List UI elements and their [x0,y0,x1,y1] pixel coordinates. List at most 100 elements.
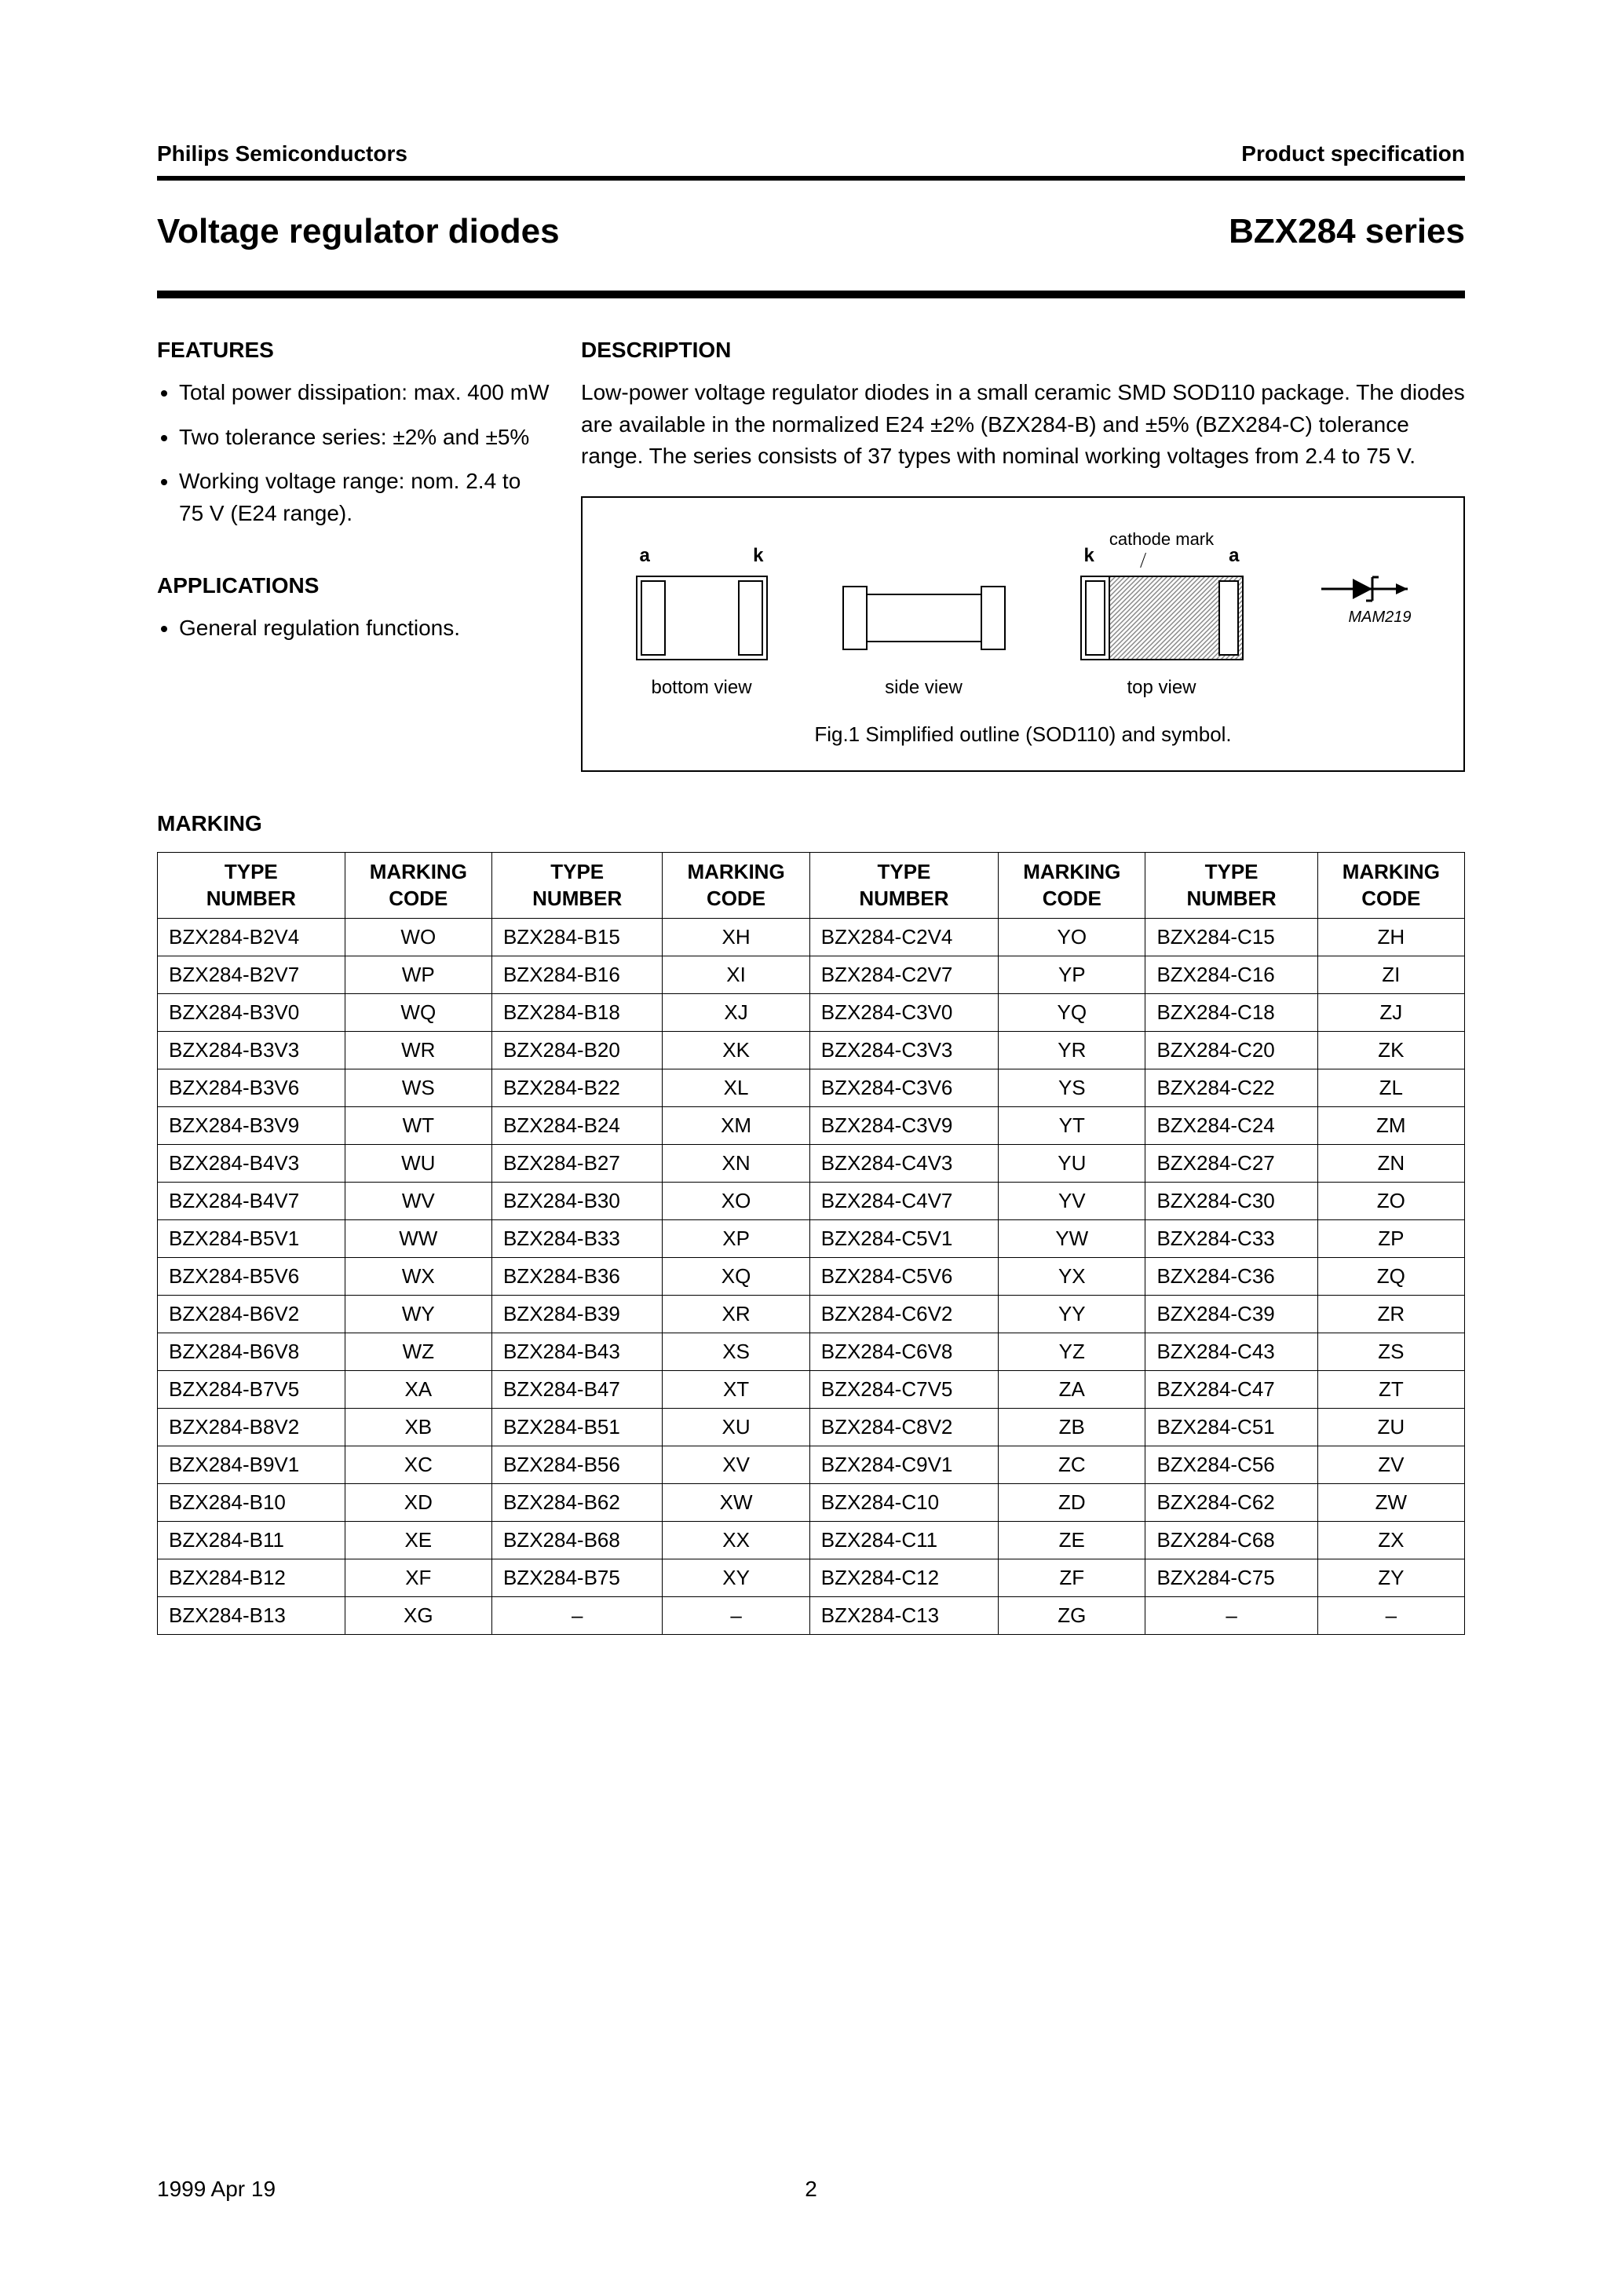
type-number-cell: BZX284-B3V6 [158,1069,345,1107]
marking-code-cell: WQ [345,994,491,1032]
applications-heading: APPLICATIONS [157,573,550,598]
type-number-cell: BZX284-B6V2 [158,1296,345,1333]
top-view-label: top view [1080,677,1244,699]
application-item: General regulation functions. [179,612,550,645]
marking-code-cell: XR [663,1296,809,1333]
marking-code-cell: ZX [1317,1522,1464,1559]
marking-code-cell: XA [345,1371,491,1409]
table-row: BZX284-B5V1WWBZX284-B33XPBZX284-C5V1YWBZ… [158,1220,1465,1258]
figure-caption: Fig.1 Simplified outline (SOD110) and sy… [606,722,1440,747]
marking-code-cell: XL [663,1069,809,1107]
type-number-cell: BZX284-C6V8 [809,1333,998,1371]
terminal-a: a [640,545,650,567]
description-heading: DESCRIPTION [581,338,1465,363]
type-number-cell: BZX284-C16 [1145,956,1317,994]
marking-code-cell: XW [663,1484,809,1522]
type-number-cell: – [491,1597,662,1635]
marking-code-cell: ZC [999,1446,1145,1484]
type-number-cell: BZX284-C10 [809,1484,998,1522]
marking-code-cell: XU [663,1409,809,1446]
type-number-cell: BZX284-B12 [158,1559,345,1597]
type-number-cell: BZX284-B51 [491,1409,662,1446]
marking-code-cell: ZL [1317,1069,1464,1107]
table-header: TYPENUMBER [491,852,662,919]
marking-code-cell: WV [345,1183,491,1220]
type-number-cell: BZX284-C5V1 [809,1220,998,1258]
marking-code-cell: ZA [999,1371,1145,1409]
mam-code: MAM219 [1317,609,1412,627]
type-number-cell: BZX284-B33 [491,1220,662,1258]
type-number-cell: BZX284-B8V2 [158,1409,345,1446]
type-number-cell: BZX284-B47 [491,1371,662,1409]
marking-code-cell: YS [999,1069,1145,1107]
table-row: BZX284-B3V9WTBZX284-B24XMBZX284-C3V9YTBZ… [158,1107,1465,1145]
table-row: BZX284-B3V3WRBZX284-B20XKBZX284-C3V3YRBZ… [158,1032,1465,1069]
side-view-svg [842,575,1006,661]
table-header: TYPENUMBER [809,852,998,919]
marking-code-cell: ZW [1317,1484,1464,1522]
type-number-cell: BZX284-C20 [1145,1032,1317,1069]
type-number-cell: BZX284-C68 [1145,1522,1317,1559]
type-number-cell: BZX284-C3V3 [809,1032,998,1069]
series-name: BZX284 series [1229,212,1465,251]
marking-code-cell: YW [999,1220,1145,1258]
table-row: BZX284-B5V6WXBZX284-B36XQBZX284-C5V6YXBZ… [158,1258,1465,1296]
type-number-cell: BZX284-B4V7 [158,1183,345,1220]
table-row: BZX284-B9V1XCBZX284-B56XVBZX284-C9V1ZCBZ… [158,1446,1465,1484]
marking-code-cell: XB [345,1409,491,1446]
marking-code-cell: XK [663,1032,809,1069]
type-number-cell: BZX284-B2V7 [158,956,345,994]
type-number-cell: BZX284-B20 [491,1032,662,1069]
marking-code-cell: YR [999,1032,1145,1069]
table-header: MARKINGCODE [345,852,491,919]
figure-box: a k bottom view [581,496,1465,772]
marking-code-cell: ZV [1317,1446,1464,1484]
table-header: MARKINGCODE [1317,852,1464,919]
type-number-cell: BZX284-B39 [491,1296,662,1333]
marking-code-cell: ZI [1317,956,1464,994]
marking-code-cell: XP [663,1220,809,1258]
type-number-cell: BZX284-B18 [491,994,662,1032]
type-number-cell: BZX284-B3V0 [158,994,345,1032]
marking-code-cell: XQ [663,1258,809,1296]
marking-code-cell: YZ [999,1333,1145,1371]
marking-code-cell: XG [345,1597,491,1635]
table-row: BZX284-B3V6WSBZX284-B22XLBZX284-C3V6YSBZ… [158,1069,1465,1107]
marking-code-cell: YX [999,1258,1145,1296]
table-row: BZX284-B8V2XBBZX284-B51XUBZX284-C8V2ZBBZ… [158,1409,1465,1446]
type-number-cell: BZX284-C51 [1145,1409,1317,1446]
side-view-label: side view [842,677,1006,699]
type-number-cell: BZX284-C6V2 [809,1296,998,1333]
footer-page: 2 [805,2177,817,2202]
terminal-a: a [1229,545,1239,567]
top-view-svg [1080,575,1244,661]
marking-code-cell: ZM [1317,1107,1464,1145]
table-row: BZX284-B10XDBZX284-B62XWBZX284-C10ZDBZX2… [158,1484,1465,1522]
marking-heading: MARKING [157,811,1465,836]
marking-code-cell: ZB [999,1409,1145,1446]
feature-item: Two tolerance series: ±2% and ±5% [179,422,550,454]
marking-code-cell: ZQ [1317,1258,1464,1296]
type-number-cell: BZX284-C3V9 [809,1107,998,1145]
table-row: BZX284-B3V0WQBZX284-B18XJBZX284-C3V0YQBZ… [158,994,1465,1032]
type-number-cell: BZX284-B5V6 [158,1258,345,1296]
type-number-cell: BZX284-C5V6 [809,1258,998,1296]
marking-code-cell: YT [999,1107,1145,1145]
marking-code-cell: ZP [1317,1220,1464,1258]
type-number-cell: BZX284-C56 [1145,1446,1317,1484]
type-number-cell: BZX284-C47 [1145,1371,1317,1409]
type-number-cell: BZX284-B16 [491,956,662,994]
table-row: BZX284-B4V3WUBZX284-B27XNBZX284-C4V3YUBZ… [158,1145,1465,1183]
type-number-cell: – [1145,1597,1317,1635]
marking-code-cell: WP [345,956,491,994]
type-number-cell: BZX284-C8V2 [809,1409,998,1446]
marking-code-cell: XI [663,956,809,994]
table-row: BZX284-B6V2WYBZX284-B39XRBZX284-C6V2YYBZ… [158,1296,1465,1333]
table-header: MARKINGCODE [663,852,809,919]
type-number-cell: BZX284-C33 [1145,1220,1317,1258]
marking-code-cell: ZG [999,1597,1145,1635]
type-number-cell: BZX284-B24 [491,1107,662,1145]
type-number-cell: BZX284-B11 [158,1522,345,1559]
type-number-cell: BZX284-B10 [158,1484,345,1522]
table-row: BZX284-B7V5XABZX284-B47XTBZX284-C7V5ZABZ… [158,1371,1465,1409]
